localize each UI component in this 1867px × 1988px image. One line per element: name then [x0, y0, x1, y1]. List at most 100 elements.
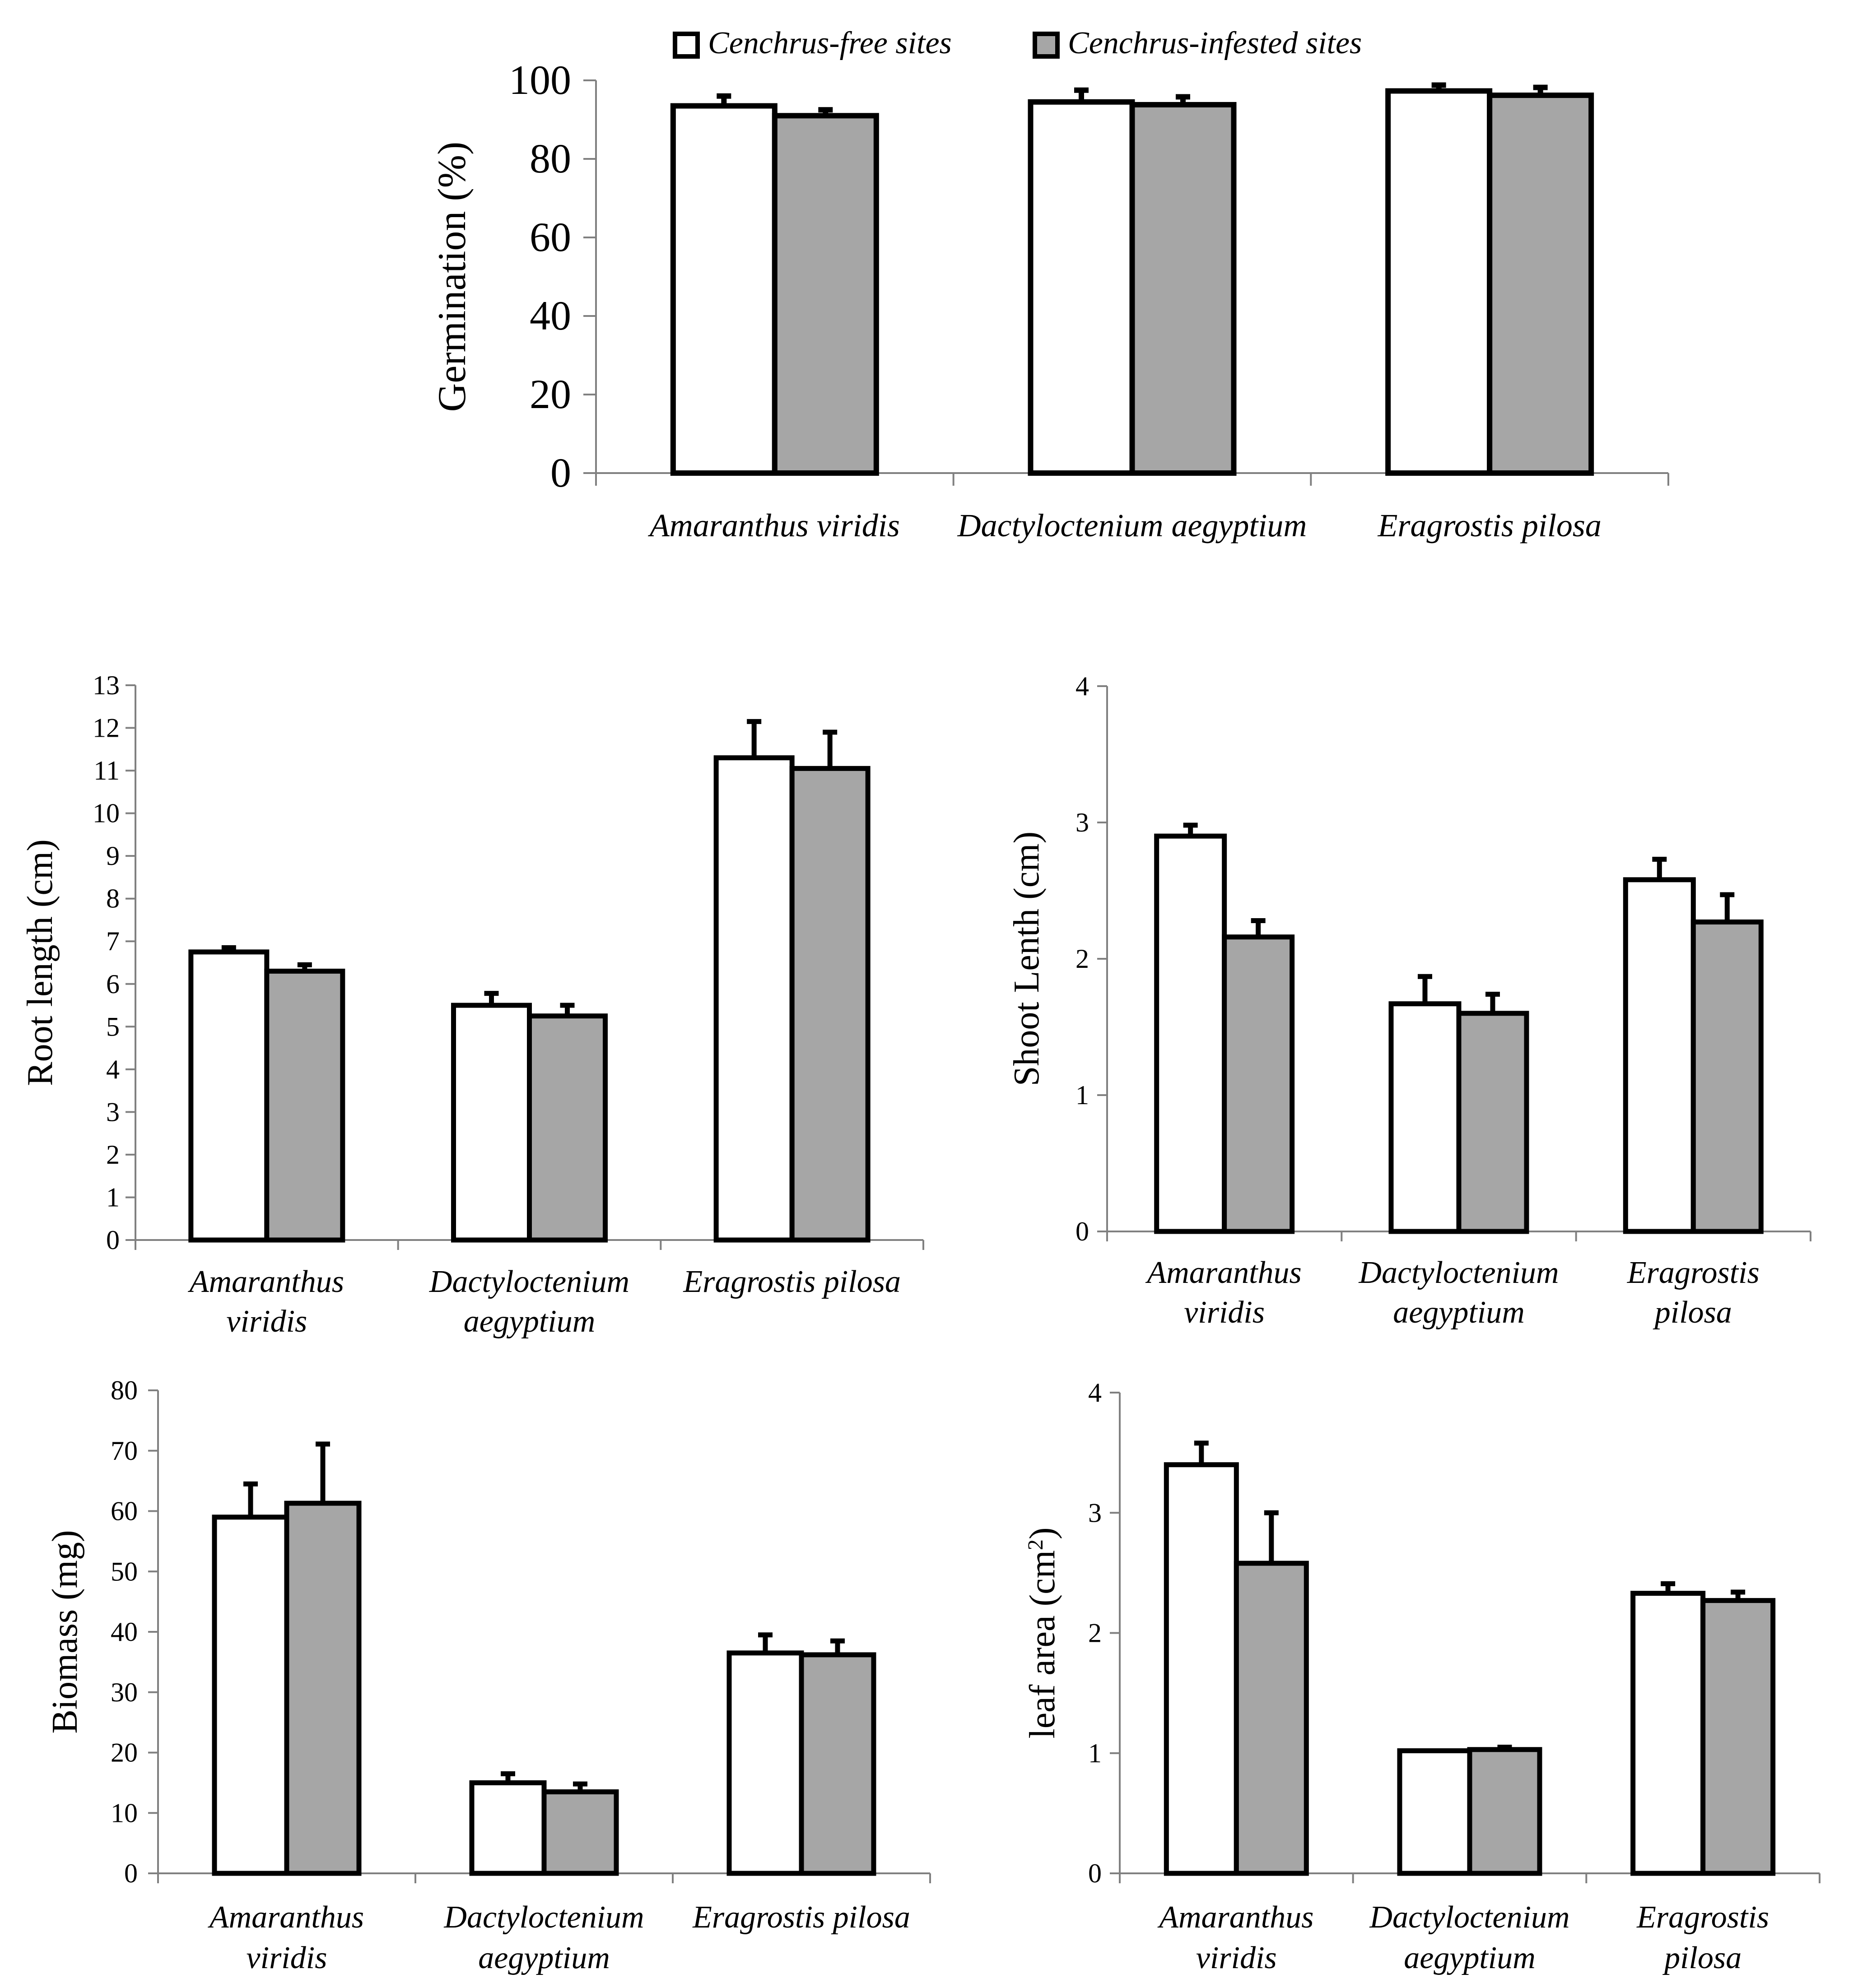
y-tick-label: 3 — [1076, 808, 1089, 837]
x-category-label: Amaranthus — [188, 1264, 344, 1299]
y-tick-label: 5 — [106, 1012, 120, 1041]
bar-infested-1 — [264, 968, 345, 1243]
x-category-label: viridis — [226, 1304, 307, 1339]
legend-label-infested: Cenchrus-infested sites — [1068, 26, 1362, 60]
bar-free-3 — [713, 755, 795, 1243]
y-axis-title-superscript: 2 — [1024, 1539, 1048, 1550]
y-tick-label: 20 — [530, 371, 571, 417]
y-axis-title: Germination (%) — [430, 142, 474, 412]
y-tick-label: 13 — [93, 670, 120, 700]
y-tick-label: 8 — [106, 884, 120, 914]
x-category-label: Amaranthus — [208, 1900, 364, 1935]
x-category-label: aegyptium — [478, 1941, 610, 1975]
bar-free-3 — [1385, 88, 1493, 476]
y-tick-label: 100 — [509, 57, 571, 103]
x-category-label: viridis — [247, 1941, 327, 1975]
bar-free-3 — [1623, 877, 1696, 1234]
x-category-label: pilosa — [1662, 1941, 1741, 1975]
x-category-label: Dactyloctenium — [443, 1900, 644, 1935]
y-tick-label: 11 — [93, 756, 120, 785]
y-tick-label: 7 — [106, 926, 120, 956]
y-tick-label: 0 — [106, 1225, 120, 1255]
y-tick-label: 60 — [111, 1496, 138, 1526]
y-tick-label: 12 — [93, 713, 120, 743]
y-tick-label: 3 — [106, 1097, 120, 1127]
y-tick-label: 9 — [106, 841, 120, 871]
x-category-label: Eragrostis pilosa — [692, 1900, 910, 1935]
y-axis-title-text: Root length (cm) — [20, 839, 60, 1086]
x-category-label: Dactyloctenium — [1369, 1900, 1569, 1935]
x-category-label: pilosa — [1653, 1295, 1732, 1330]
bar-free-1 — [212, 1514, 289, 1876]
y-tick-label: 20 — [111, 1738, 138, 1768]
bar-infested-2 — [1467, 1747, 1542, 1876]
y-axis-title-text: leaf area (cm — [1023, 1550, 1062, 1738]
y-tick-label: 10 — [111, 1798, 138, 1828]
bar-free-3 — [726, 1650, 804, 1876]
bar-infested-1 — [1234, 1561, 1309, 1876]
y-tick-label: 1 — [106, 1182, 120, 1212]
x-category-label: Amaranthus — [1145, 1255, 1302, 1290]
bar-infested-3 — [1487, 93, 1594, 476]
bar-free-1 — [188, 949, 270, 1243]
bar-infested-3 — [799, 1652, 876, 1876]
bar-free-1 — [1154, 833, 1227, 1234]
bar-infested-2 — [541, 1789, 619, 1876]
y-axis-title: Biomass (mg) — [45, 1530, 85, 1733]
legend-swatch-infested — [1033, 32, 1060, 59]
y-tick-label: 4 — [1088, 1378, 1102, 1407]
bar-infested-3 — [1700, 1598, 1776, 1876]
x-category-label: Eragrostis — [1627, 1255, 1760, 1290]
y-tick-label: 4 — [106, 1054, 120, 1084]
bar-free-2 — [1028, 99, 1135, 476]
chart-biomass: 0 10 20 30 40 50 60 70 80 Biomass (mg) Amaranthus v… — [45, 1375, 931, 1975]
y-axis-title: Root length (cm) — [20, 839, 60, 1086]
x-category-label: aegyptium — [464, 1304, 596, 1339]
y-tick-label: 0 — [1076, 1217, 1089, 1246]
bar-infested-1 — [284, 1500, 362, 1876]
y-tick-label: 30 — [111, 1677, 138, 1707]
y-axis-title-text: Germination (%) — [430, 142, 474, 412]
legend-label-free: Cenchrus-free sites — [708, 26, 952, 60]
bar-infested-3 — [1690, 919, 1764, 1234]
bar-infested-2 — [1129, 102, 1237, 476]
bar-free-3 — [1630, 1591, 1706, 1876]
bar-free-2 — [1388, 1001, 1462, 1234]
chart-shoot-length: 0 1 2 3 4 Shoot Lenth (cm) Amaranthus viridis Da… — [1007, 671, 1811, 1330]
bar-free-1 — [1164, 1462, 1239, 1876]
x-category-label: Eragrostis — [1636, 1900, 1769, 1935]
chart-germination: 0 20 40 60 80 100 Germination (%) Amaranthus vi… — [430, 57, 1669, 543]
x-category-label: viridis — [1184, 1295, 1265, 1330]
bar-infested-1 — [1222, 934, 1295, 1234]
y-tick-label: 2 — [1076, 944, 1089, 974]
y-tick-label: 2 — [1088, 1618, 1102, 1648]
legend: Cenchrus-free sites Cenchrus-infested si… — [673, 26, 1362, 60]
y-axis-title-text: Biomass (mg) — [45, 1530, 85, 1733]
y-tick-label: 0 — [124, 1858, 138, 1888]
x-category-label: Eragrostis pilosa — [1377, 507, 1601, 543]
bar-infested-1 — [772, 113, 879, 476]
y-tick-label: 0 — [550, 450, 571, 496]
x-category-label: aegyptium — [1393, 1295, 1525, 1330]
x-category-label: Dactyloctenium aegyptium — [957, 507, 1307, 543]
y-axis-title-end: ) — [1023, 1527, 1062, 1539]
x-category-label: Eragrostis pilosa — [683, 1264, 901, 1299]
y-tick-label: 3 — [1088, 1498, 1102, 1528]
y-axis-title: Shoot Lenth (cm) — [1007, 831, 1047, 1086]
y-tick-label: 80 — [111, 1375, 138, 1405]
y-axis-title: leaf area (cm2) — [1023, 1527, 1062, 1738]
y-tick-label: 40 — [111, 1617, 138, 1647]
y-tick-label: 40 — [530, 293, 571, 339]
bar-infested-2 — [1456, 1011, 1529, 1234]
bar-free-1 — [670, 103, 778, 476]
x-category-label: Amaranthus viridis — [648, 507, 900, 543]
bar-infested-3 — [789, 766, 871, 1243]
y-tick-label: 70 — [111, 1436, 138, 1466]
y-tick-label: 2 — [106, 1140, 120, 1170]
y-tick-label: 1 — [1076, 1080, 1089, 1110]
legend-swatch-free — [673, 32, 700, 59]
y-tick-label: 80 — [530, 135, 571, 181]
